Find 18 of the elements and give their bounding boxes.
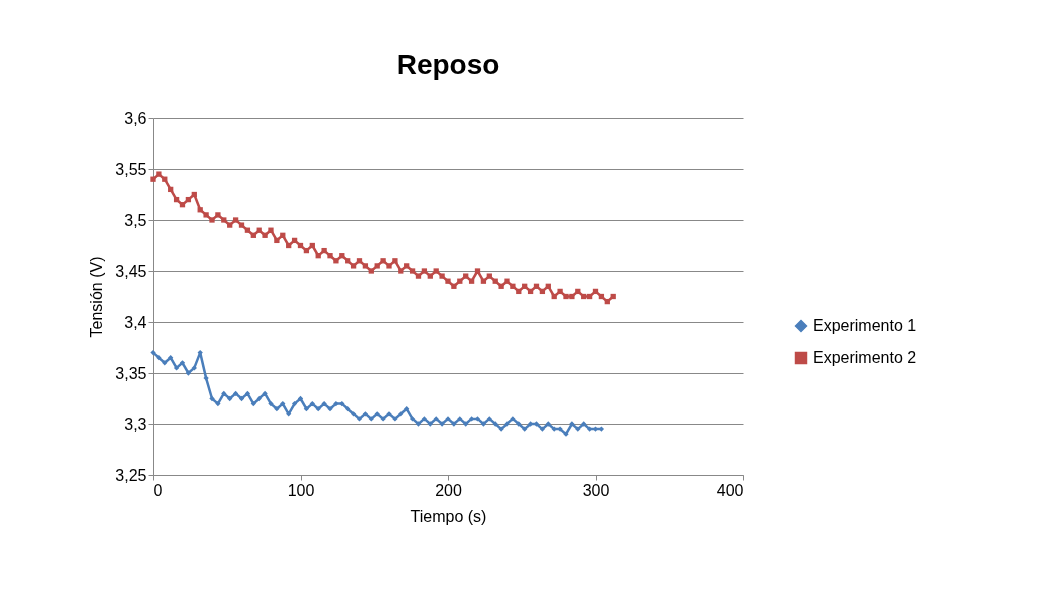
y-tick-label: 3,6 (124, 109, 147, 127)
legend-label: Experimento 1 (813, 317, 917, 334)
y-tick-label: 3,4 (124, 313, 147, 331)
x-axis-title: Tiempo (s) (410, 507, 487, 525)
y-tick-label: 3,3 (124, 415, 147, 433)
y-tick-label: 3,45 (115, 262, 147, 280)
chart-title: Reposo (396, 49, 500, 80)
x-tick-label: 400 (716, 481, 744, 499)
x-tick-label: 200 (435, 481, 462, 499)
x-tick-label: 100 (287, 481, 315, 499)
y-axis-title: Tensión (V) (88, 256, 106, 338)
y-tick-label: 3,35 (115, 364, 147, 382)
x-tick-label: 300 (582, 481, 610, 499)
y-tick-label: 3,55 (115, 160, 147, 178)
y-tick-label: 3,5 (124, 211, 147, 229)
x-tick-label: 0 (153, 481, 163, 499)
legend-label: Experimento 2 (813, 349, 917, 366)
y-tick-label: 3,25 (115, 466, 147, 484)
